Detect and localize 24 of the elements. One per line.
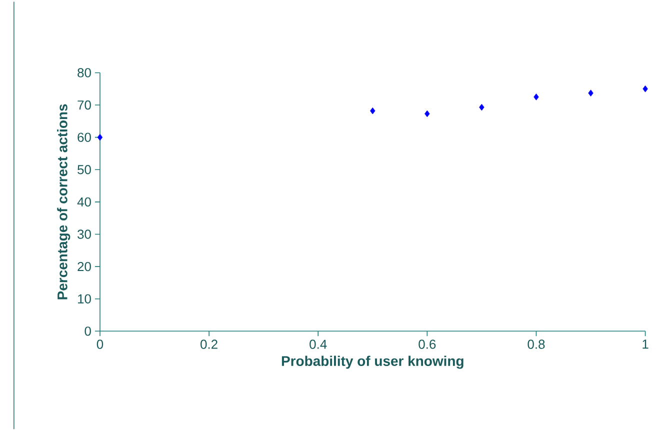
x-tick-label: 0.6 <box>418 340 436 349</box>
x-tick-label: 1 <box>642 340 648 348</box>
y-tick-label: 50 <box>78 164 91 174</box>
y-tick-label: 80 <box>78 68 91 78</box>
y-tick-label: 70 <box>78 100 91 110</box>
y-tick-label: 10 <box>78 294 91 304</box>
point <box>97 134 103 141</box>
x-tick-label: 0 <box>96 340 104 349</box>
point <box>642 85 648 92</box>
point <box>588 90 594 96</box>
x-axis-title: Probability of user knowing <box>282 356 464 369</box>
point <box>424 110 430 117</box>
y-tick-label: 20 <box>78 262 91 271</box>
x-tick-label: 0.2 <box>200 340 218 349</box>
y-tick-label: 40 <box>77 197 91 206</box>
y-tick-label: 0 <box>84 326 91 336</box>
y-tick-label: 60 <box>78 132 91 142</box>
point <box>534 93 539 100</box>
point <box>370 107 376 114</box>
point <box>479 104 484 111</box>
y-axis-title: Percentage of correct actions <box>57 104 70 300</box>
x-tick-label: 0.4 <box>310 340 327 349</box>
y-tick-label: 30 <box>78 230 91 239</box>
x-tick-label: 0.8 <box>528 340 545 349</box>
